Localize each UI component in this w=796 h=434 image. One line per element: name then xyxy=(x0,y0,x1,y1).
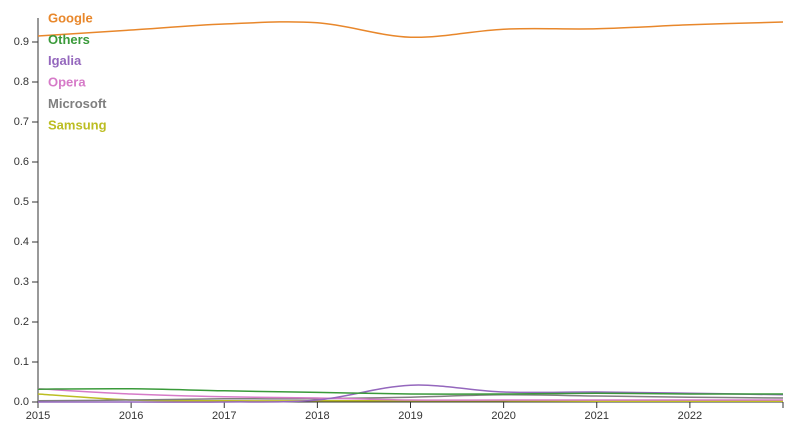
legend-entry: Google xyxy=(48,10,93,25)
x-tick-label: 2022 xyxy=(678,410,702,422)
legend-entry: Others xyxy=(48,32,90,47)
y-tick-label: 0.7 xyxy=(14,116,29,128)
legend-entry: Samsung xyxy=(48,117,107,132)
legend-entry: Microsoft xyxy=(48,96,107,111)
x-tick-label: 2016 xyxy=(119,410,143,422)
line xyxy=(37,393,783,402)
x-tick-label: 2017 xyxy=(212,410,236,422)
y-tick-label: 0.8 xyxy=(14,76,29,88)
y-tick-label: 0.3 xyxy=(14,276,29,288)
y-tick-label: 0.4 xyxy=(14,236,29,248)
y-tick-label: 0.2 xyxy=(14,316,29,328)
legend-entry: Igalia xyxy=(48,53,82,68)
y-tick-label: 0.6 xyxy=(14,156,29,168)
line xyxy=(37,394,784,402)
legend-entry: Opera xyxy=(48,75,86,90)
y-tick-label: 0.5 xyxy=(14,196,29,208)
x-tick-label: 2018 xyxy=(305,410,329,422)
y-tick-label: 0.0 xyxy=(14,396,29,408)
line xyxy=(37,388,783,401)
y-tick-label: 0.1 xyxy=(14,356,29,368)
line xyxy=(37,21,784,39)
x-tick-label: 2020 xyxy=(491,410,515,422)
line xyxy=(37,387,784,395)
x-tick-label: 2019 xyxy=(398,410,422,422)
line xyxy=(38,384,784,403)
y-tick-label: 0.9 xyxy=(14,36,29,48)
x-tick-label: 2021 xyxy=(585,410,609,422)
x-tick-label: 2015 xyxy=(26,410,50,422)
